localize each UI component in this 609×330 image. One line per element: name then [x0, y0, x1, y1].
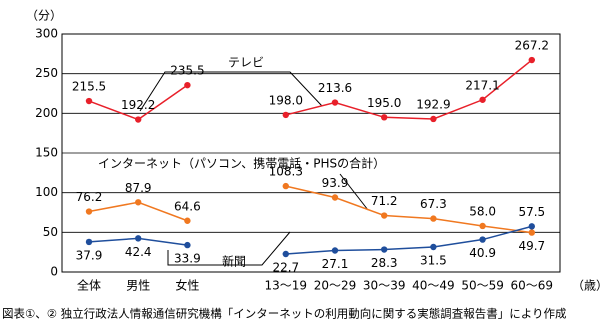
point — [282, 111, 289, 119]
point — [85, 208, 93, 215]
callout — [339, 173, 369, 211]
point — [528, 229, 535, 236]
point — [528, 223, 535, 230]
x-tick-label: 全体 — [77, 278, 101, 293]
point — [430, 115, 437, 123]
point — [528, 56, 535, 64]
point — [135, 235, 142, 242]
value-label: 235.5 — [170, 64, 204, 78]
x-unit: （歳） — [572, 279, 608, 293]
value-label: 93.9 — [322, 176, 349, 190]
value-label: 40.9 — [469, 246, 496, 260]
legend-label: テレビ — [228, 56, 264, 70]
callout — [139, 71, 323, 112]
y-unit: （分） — [26, 9, 62, 23]
legend-label: インターネット（パソコン、携帯電話・PHSの合計） — [98, 156, 385, 171]
value-label: 108.3 — [269, 165, 303, 179]
point — [184, 217, 191, 224]
legend-label: 新聞 — [222, 254, 246, 269]
value-label: 192.2 — [121, 98, 155, 112]
point — [282, 250, 289, 258]
value-label: 22.7 — [272, 260, 299, 274]
x-tick-label: 男性 — [126, 279, 150, 293]
value-label: 58.0 — [469, 204, 496, 218]
point — [430, 215, 437, 222]
y-tick-label: 0 — [50, 265, 58, 279]
value-label: 192.9 — [416, 97, 450, 111]
value-label: 33.9 — [174, 252, 201, 266]
point — [430, 243, 437, 251]
point — [381, 114, 388, 121]
source: 図表①、② 独立行政法人情報通信研究機構「インターネットの利用動向に関する実態調… — [2, 307, 567, 321]
value-label: 71.2 — [371, 194, 398, 208]
y-tick-label: 300 — [35, 27, 58, 41]
value-label: 31.5 — [420, 254, 447, 268]
series-line — [88, 225, 532, 255]
point — [331, 194, 339, 201]
point — [381, 212, 388, 219]
point — [479, 96, 486, 103]
point — [184, 241, 191, 249]
value-label: 37.9 — [76, 248, 103, 262]
value-label: 198.0 — [269, 93, 303, 107]
x-tick-label: 13～19 — [265, 279, 308, 293]
value-label: 42.4 — [125, 245, 152, 259]
point — [479, 236, 486, 243]
x-tick-label: 60～69 — [511, 279, 554, 293]
value-label: 213.6 — [318, 81, 352, 95]
value-label: 195.0 — [367, 96, 401, 110]
value-label: 76.2 — [76, 190, 103, 204]
value-label: 28.3 — [371, 256, 398, 270]
point — [282, 182, 289, 190]
point — [135, 116, 142, 123]
value-label: 87.9 — [125, 181, 152, 195]
point — [85, 97, 93, 105]
value-label: 57.5 — [518, 205, 545, 219]
y-tick-label: 150 — [35, 146, 58, 160]
y-tick-label: 250 — [35, 66, 58, 80]
y-tick-label: 50 — [43, 225, 58, 239]
y-tick-label: 100 — [35, 185, 58, 199]
value-label: 217.1 — [465, 78, 499, 92]
callout — [167, 231, 291, 266]
point — [479, 222, 486, 230]
value-label: 49.7 — [518, 239, 545, 253]
x-tick-label: 女性 — [175, 278, 199, 293]
point — [331, 99, 339, 106]
point — [381, 246, 388, 253]
point — [135, 199, 142, 206]
point — [331, 247, 339, 254]
value-label: 67.3 — [420, 197, 447, 211]
value-label: 64.6 — [174, 199, 201, 213]
plot-frame — [61, 33, 561, 273]
y-tick-label: 200 — [35, 106, 58, 120]
value-label: 215.5 — [72, 80, 106, 94]
point — [184, 81, 191, 89]
x-tick-label: 20～29 — [314, 279, 357, 293]
value-label: 267.2 — [515, 39, 549, 53]
value-label: 27.1 — [322, 257, 349, 271]
x-tick-label: 30～39 — [363, 279, 406, 293]
x-tick-label: 50～59 — [461, 279, 504, 293]
point — [85, 238, 93, 246]
x-tick-label: 40～49 — [412, 279, 455, 293]
